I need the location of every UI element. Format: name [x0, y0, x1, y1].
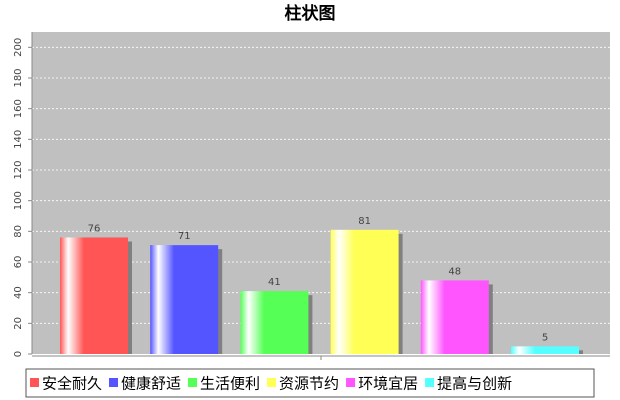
legend-swatch [267, 378, 277, 387]
legend-swatch [109, 378, 119, 387]
value-label: 48 [448, 266, 461, 277]
y-tick-label: 200 [13, 38, 24, 57]
y-tick-label: 20 [13, 317, 24, 330]
bar [60, 237, 128, 354]
legend-label: 健康舒适 [121, 375, 181, 393]
chart-title: 柱状图 [285, 3, 336, 24]
bar [330, 229, 399, 354]
value-label: 71 [178, 231, 191, 242]
legend-label: 环境宜居 [358, 375, 418, 393]
y-tick-label: 80 [13, 225, 24, 238]
legend-label: 生活便利 [200, 375, 260, 393]
legend-label: 提高与创新 [437, 375, 512, 393]
legend-swatch [346, 378, 356, 387]
legend-swatch [188, 378, 198, 387]
bar [420, 280, 489, 354]
y-tick-label: 180 [13, 68, 24, 87]
bar [511, 346, 579, 354]
y-tick-label: 100 [13, 191, 24, 210]
y-tick-label: 160 [13, 99, 24, 118]
legend-label: 安全耐久 [42, 375, 102, 393]
value-label: 76 [88, 223, 101, 234]
bar [150, 245, 219, 354]
y-tick-label: 60 [13, 256, 24, 269]
bar [240, 291, 309, 354]
y-tick-label: 120 [13, 160, 24, 179]
value-label: 81 [358, 216, 371, 227]
legend-swatch [30, 378, 39, 387]
value-label: 41 [268, 277, 281, 288]
y-tick-label: 40 [13, 286, 24, 299]
value-label: 5 [542, 332, 548, 343]
y-tick-label: 140 [13, 130, 24, 149]
legend-label: 资源节约 [279, 375, 339, 393]
y-tick-label: 0 [13, 351, 24, 357]
legend-box [25, 368, 595, 398]
legend-swatch [425, 378, 435, 387]
